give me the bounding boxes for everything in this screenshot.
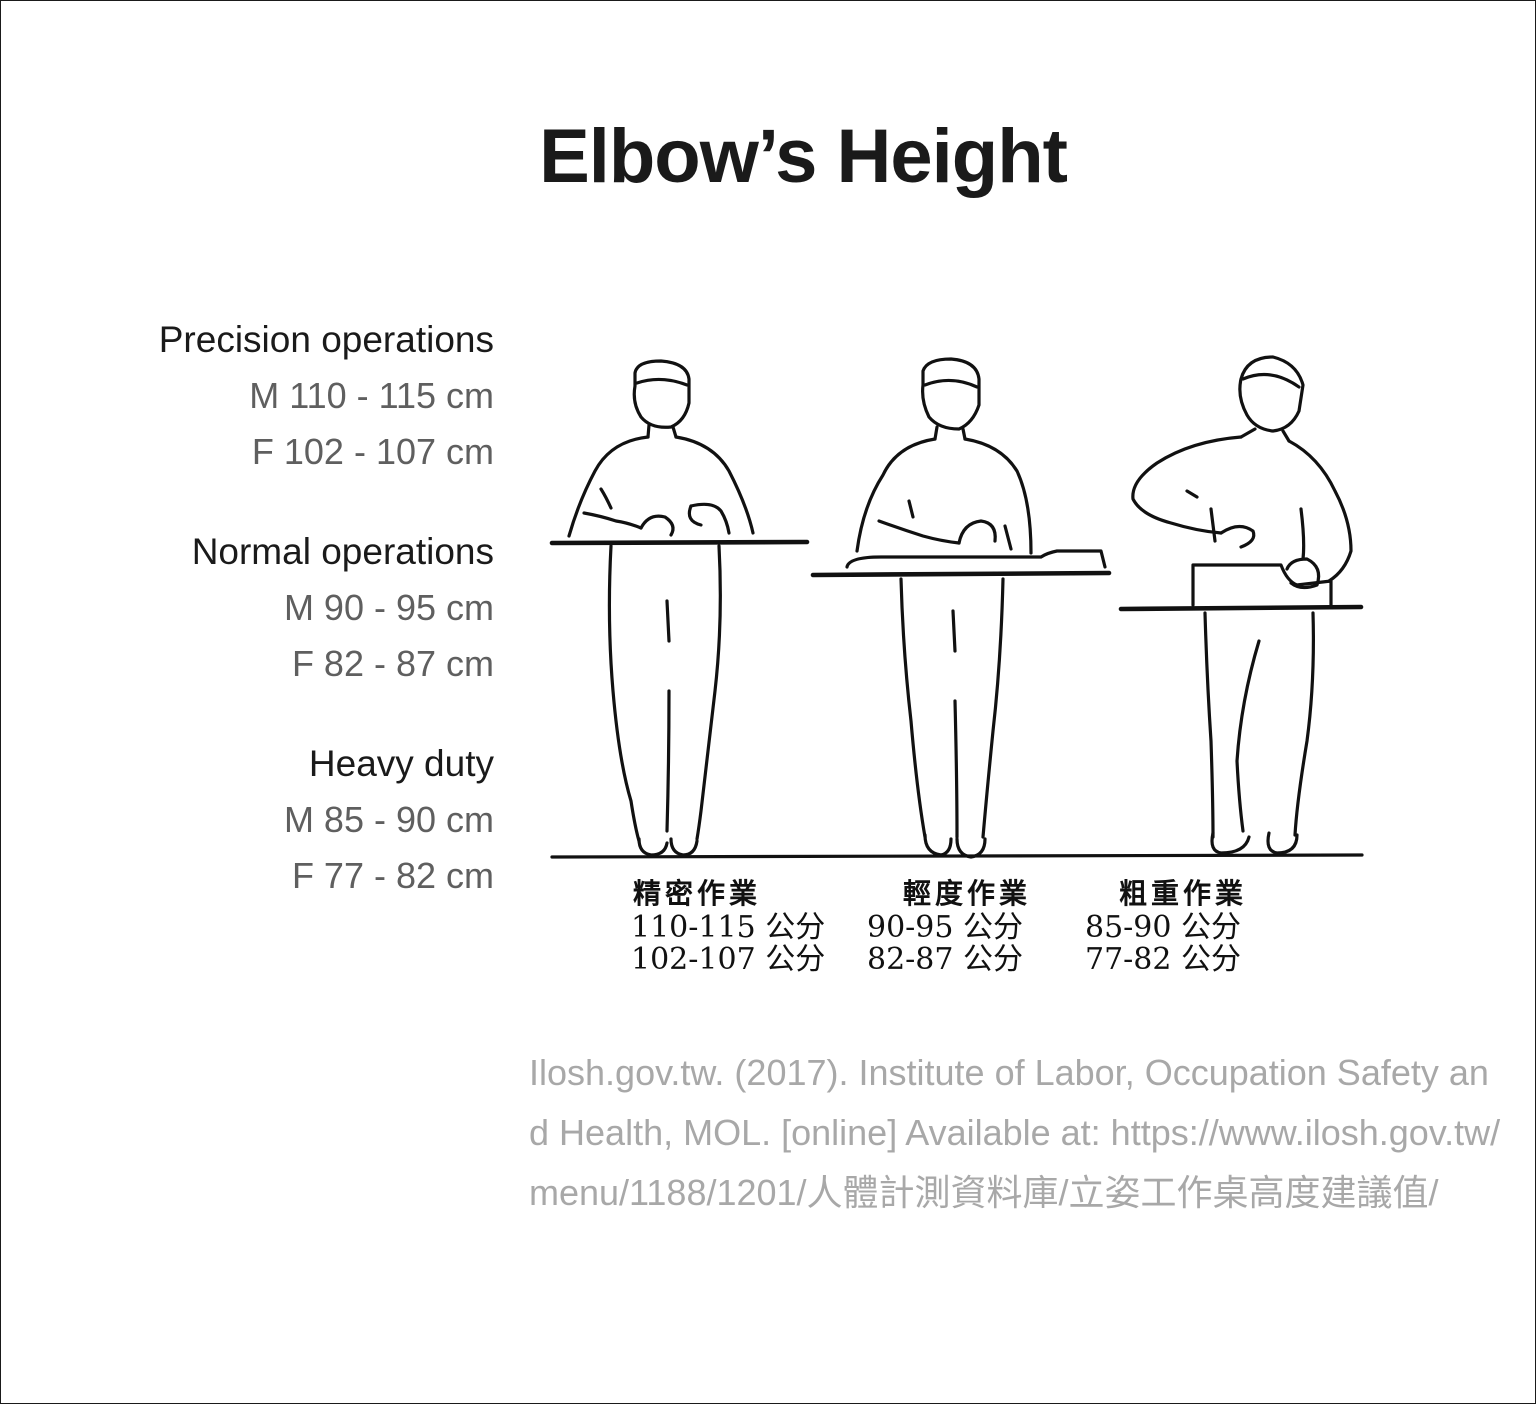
female-height-range: F 77 - 82 cm <box>291 855 494 896</box>
caption-male: 85-90 公分 <box>1085 910 1241 945</box>
operation-heading: Normal operations <box>191 531 494 572</box>
workbench-height-illustration: 精密作業 110-115 公分 102-107 公分 輕度作業 90-95 公分… <box>549 355 1364 977</box>
illustration-captions: 精密作業 110-115 公分 102-107 公分 輕度作業 90-95 公分… <box>631 877 1247 977</box>
female-height-range: F 102 - 107 cm <box>251 431 494 472</box>
male-height-range: M 85 - 90 cm <box>283 799 494 840</box>
slide-title: Elbow’s Height <box>539 114 1068 199</box>
operation-heading: Heavy duty <box>308 743 494 784</box>
female-height-range: F 82 - 87 cm <box>291 643 494 684</box>
caption-label: 精密作業 <box>633 877 761 910</box>
caption-label: 粗重作業 <box>1119 877 1247 910</box>
heavy-duty-bench <box>1118 604 1364 612</box>
heavy-duty-worker-figure <box>1131 355 1353 855</box>
precision-operations-group: Precision operations M 110 - 115 cm F 10… <box>159 312 494 480</box>
precision-bench <box>549 539 810 546</box>
operation-heading: Precision operations <box>158 319 494 360</box>
heavy-duty-group: Heavy duty M 85 - 90 cm F 77 - 82 cm <box>284 736 494 904</box>
male-height-range: M 110 - 115 cm <box>249 375 494 416</box>
source-citation: Ilosh.gov.tw. (2017). Institute of Labor… <box>529 1052 1501 1213</box>
normal-bench <box>810 570 1112 578</box>
male-height-range: M 90 - 95 cm <box>283 587 494 628</box>
caption-label: 輕度作業 <box>903 877 1031 910</box>
caption-male: 110-115 公分 <box>631 910 825 945</box>
caption-male: 90-95 公分 <box>867 910 1023 945</box>
normal-worker-figure <box>845 357 1107 859</box>
caption-female: 77-82 公分 <box>1085 942 1241 977</box>
caption-female: 82-87 公分 <box>867 942 1023 977</box>
caption-female: 102-107 公分 <box>631 942 825 977</box>
precision-worker-figure <box>567 359 755 857</box>
normal-operations-group: Normal operations M 90 - 95 cm F 82 - 87… <box>192 524 494 692</box>
floor-line <box>550 853 1364 859</box>
